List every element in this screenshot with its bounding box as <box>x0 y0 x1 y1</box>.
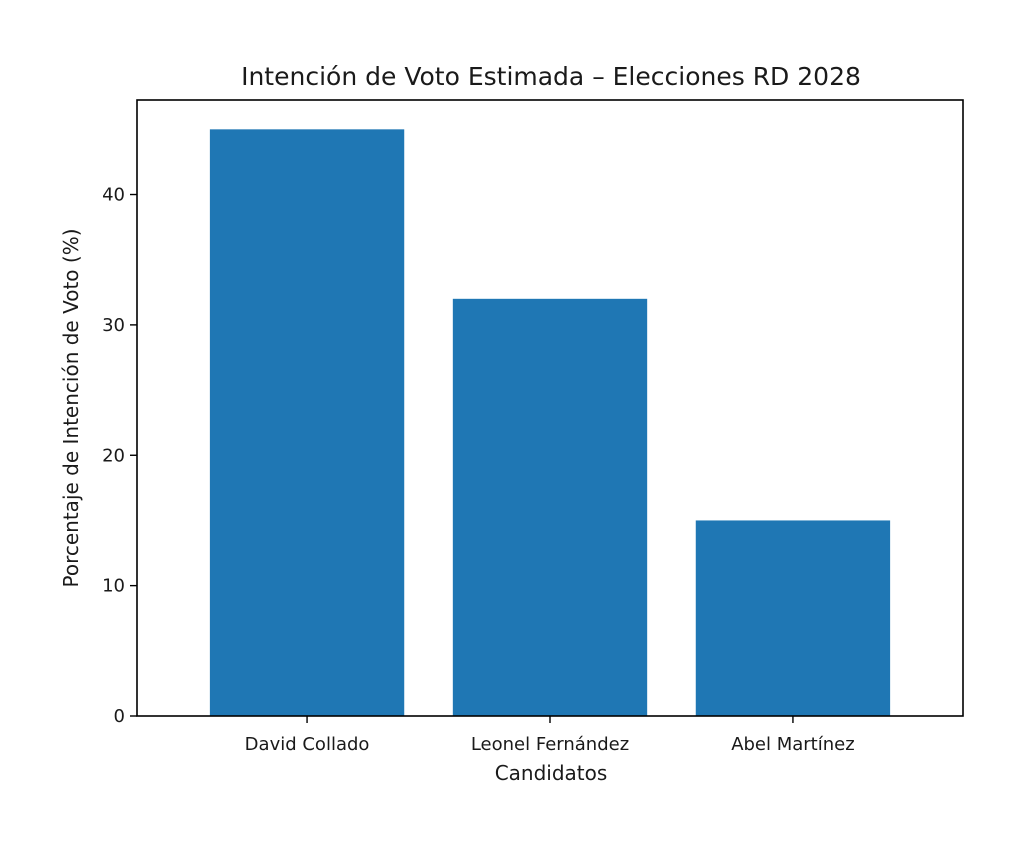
y-tick-label: 0 <box>114 706 125 727</box>
bars-layer <box>209 129 891 717</box>
x-tick-label: Leonel Fernández <box>471 734 629 755</box>
chart-title: Intención de Voto Estimada – Elecciones … <box>241 62 861 91</box>
y-axis: 0 10 20 30 40 <box>102 185 137 727</box>
x-axis-label: Candidatos <box>495 761 608 785</box>
bar-3 <box>695 520 891 716</box>
y-tick-label: 20 <box>102 445 125 466</box>
y-tick-label: 30 <box>102 315 125 336</box>
y-tick-label: 40 <box>102 185 125 206</box>
y-axis-label: Porcentaje de Intención de Voto (%) <box>59 228 83 587</box>
x-axis: David Collado Leonel Fernández Abel Martín… <box>245 716 855 755</box>
bar-1 <box>209 129 405 717</box>
bar-2 <box>452 298 648 716</box>
y-tick-label: 10 <box>102 576 125 597</box>
x-tick-label: David Collado <box>245 734 370 755</box>
x-tick-label: Abel Martínez <box>731 734 855 755</box>
